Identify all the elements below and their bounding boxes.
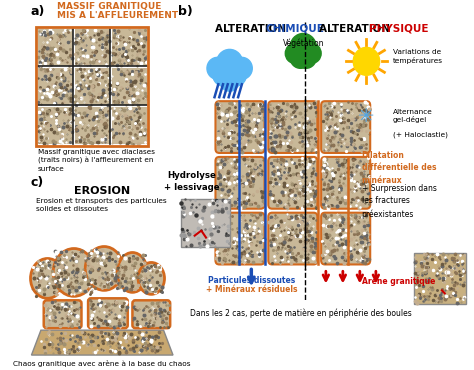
Bar — [112, 30, 146, 66]
FancyBboxPatch shape — [321, 157, 370, 209]
Text: ALTERATION: ALTERATION — [216, 24, 290, 34]
Text: MASSIF GRANITIQUE: MASSIF GRANITIQUE — [57, 1, 161, 11]
Bar — [112, 107, 146, 144]
Ellipse shape — [85, 246, 123, 290]
Circle shape — [213, 62, 235, 86]
Ellipse shape — [30, 259, 64, 298]
Circle shape — [290, 46, 311, 68]
Text: Hydrolyse
+ lessivage: Hydrolyse + lessivage — [164, 171, 219, 192]
FancyBboxPatch shape — [321, 101, 370, 153]
Circle shape — [220, 71, 239, 91]
Circle shape — [224, 62, 246, 86]
Circle shape — [207, 57, 228, 79]
Bar — [300, 50, 306, 67]
Ellipse shape — [53, 249, 95, 296]
FancyBboxPatch shape — [216, 213, 264, 265]
Text: MIS A L'AFFLEUREMENT: MIS A L'AFFLEUREMENT — [57, 10, 178, 20]
Circle shape — [285, 43, 304, 63]
FancyBboxPatch shape — [44, 300, 82, 328]
Circle shape — [231, 57, 252, 79]
Bar — [36, 27, 148, 146]
Bar — [414, 252, 465, 304]
Bar — [181, 199, 229, 246]
Text: a): a) — [30, 4, 45, 17]
FancyBboxPatch shape — [268, 157, 318, 209]
FancyBboxPatch shape — [216, 157, 264, 209]
Circle shape — [290, 33, 317, 61]
Circle shape — [302, 43, 321, 63]
Text: Dans les 2 cas, perte de matière en périphérie des boules: Dans les 2 cas, perte de matière en péri… — [190, 308, 411, 318]
FancyBboxPatch shape — [132, 300, 170, 328]
Bar — [38, 107, 73, 144]
Text: (+ Haloclastie): (+ Haloclastie) — [393, 131, 448, 138]
Text: EROSION: EROSION — [74, 186, 130, 196]
Bar — [75, 30, 110, 66]
Text: Arène granitique: Arène granitique — [362, 276, 435, 286]
Text: Chaos granitique avec arène à la base du chaos: Chaos granitique avec arène à la base du… — [13, 360, 191, 367]
FancyBboxPatch shape — [88, 298, 128, 328]
Bar — [75, 68, 110, 105]
Text: ALTERATION: ALTERATION — [319, 24, 394, 34]
Bar — [38, 68, 73, 105]
Text: ✳: ✳ — [358, 107, 374, 125]
FancyBboxPatch shape — [268, 213, 318, 265]
Bar — [38, 30, 73, 66]
Circle shape — [217, 50, 243, 77]
Text: Alternance
gel-dégel: Alternance gel-dégel — [393, 109, 433, 123]
FancyBboxPatch shape — [321, 213, 370, 265]
Text: b): b) — [178, 4, 192, 17]
Text: Erosion et transports des particules
solides et dissoutes: Erosion et transports des particules sol… — [36, 198, 167, 212]
Text: Variations de
températures: Variations de températures — [393, 50, 443, 64]
Text: + Surpression dans
les fractures
préexistantes: + Surpression dans les fractures préexis… — [362, 184, 437, 219]
Text: Végétation: Végétation — [283, 38, 324, 48]
Text: Massif granitique avec diaclases
(traits noirs) à l'affleurement en
surface: Massif granitique avec diaclases (traits… — [38, 149, 155, 172]
FancyBboxPatch shape — [216, 101, 264, 153]
Text: Dilatation
différentielle des
minéraux: Dilatation différentielle des minéraux — [362, 151, 436, 185]
Text: c): c) — [30, 176, 44, 189]
Bar — [75, 107, 110, 144]
Text: Particules dissoutes: Particules dissoutes — [208, 276, 295, 285]
Text: + Minéraux résiduels: + Minéraux résiduels — [206, 285, 297, 295]
Bar — [112, 68, 146, 105]
Ellipse shape — [118, 252, 147, 292]
Circle shape — [296, 46, 317, 68]
Text: PHYSIQUE: PHYSIQUE — [369, 24, 429, 34]
Text: CHIMIQUE: CHIMIQUE — [265, 24, 324, 34]
FancyBboxPatch shape — [268, 101, 318, 153]
Polygon shape — [31, 330, 173, 355]
Circle shape — [353, 47, 380, 75]
Ellipse shape — [138, 262, 164, 294]
